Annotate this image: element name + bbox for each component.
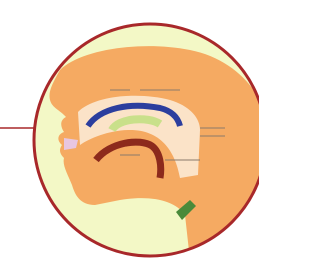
head-diagram xyxy=(30,20,259,259)
anatomy-badge xyxy=(0,0,259,259)
page: {} xyxy=(0,0,259,259)
